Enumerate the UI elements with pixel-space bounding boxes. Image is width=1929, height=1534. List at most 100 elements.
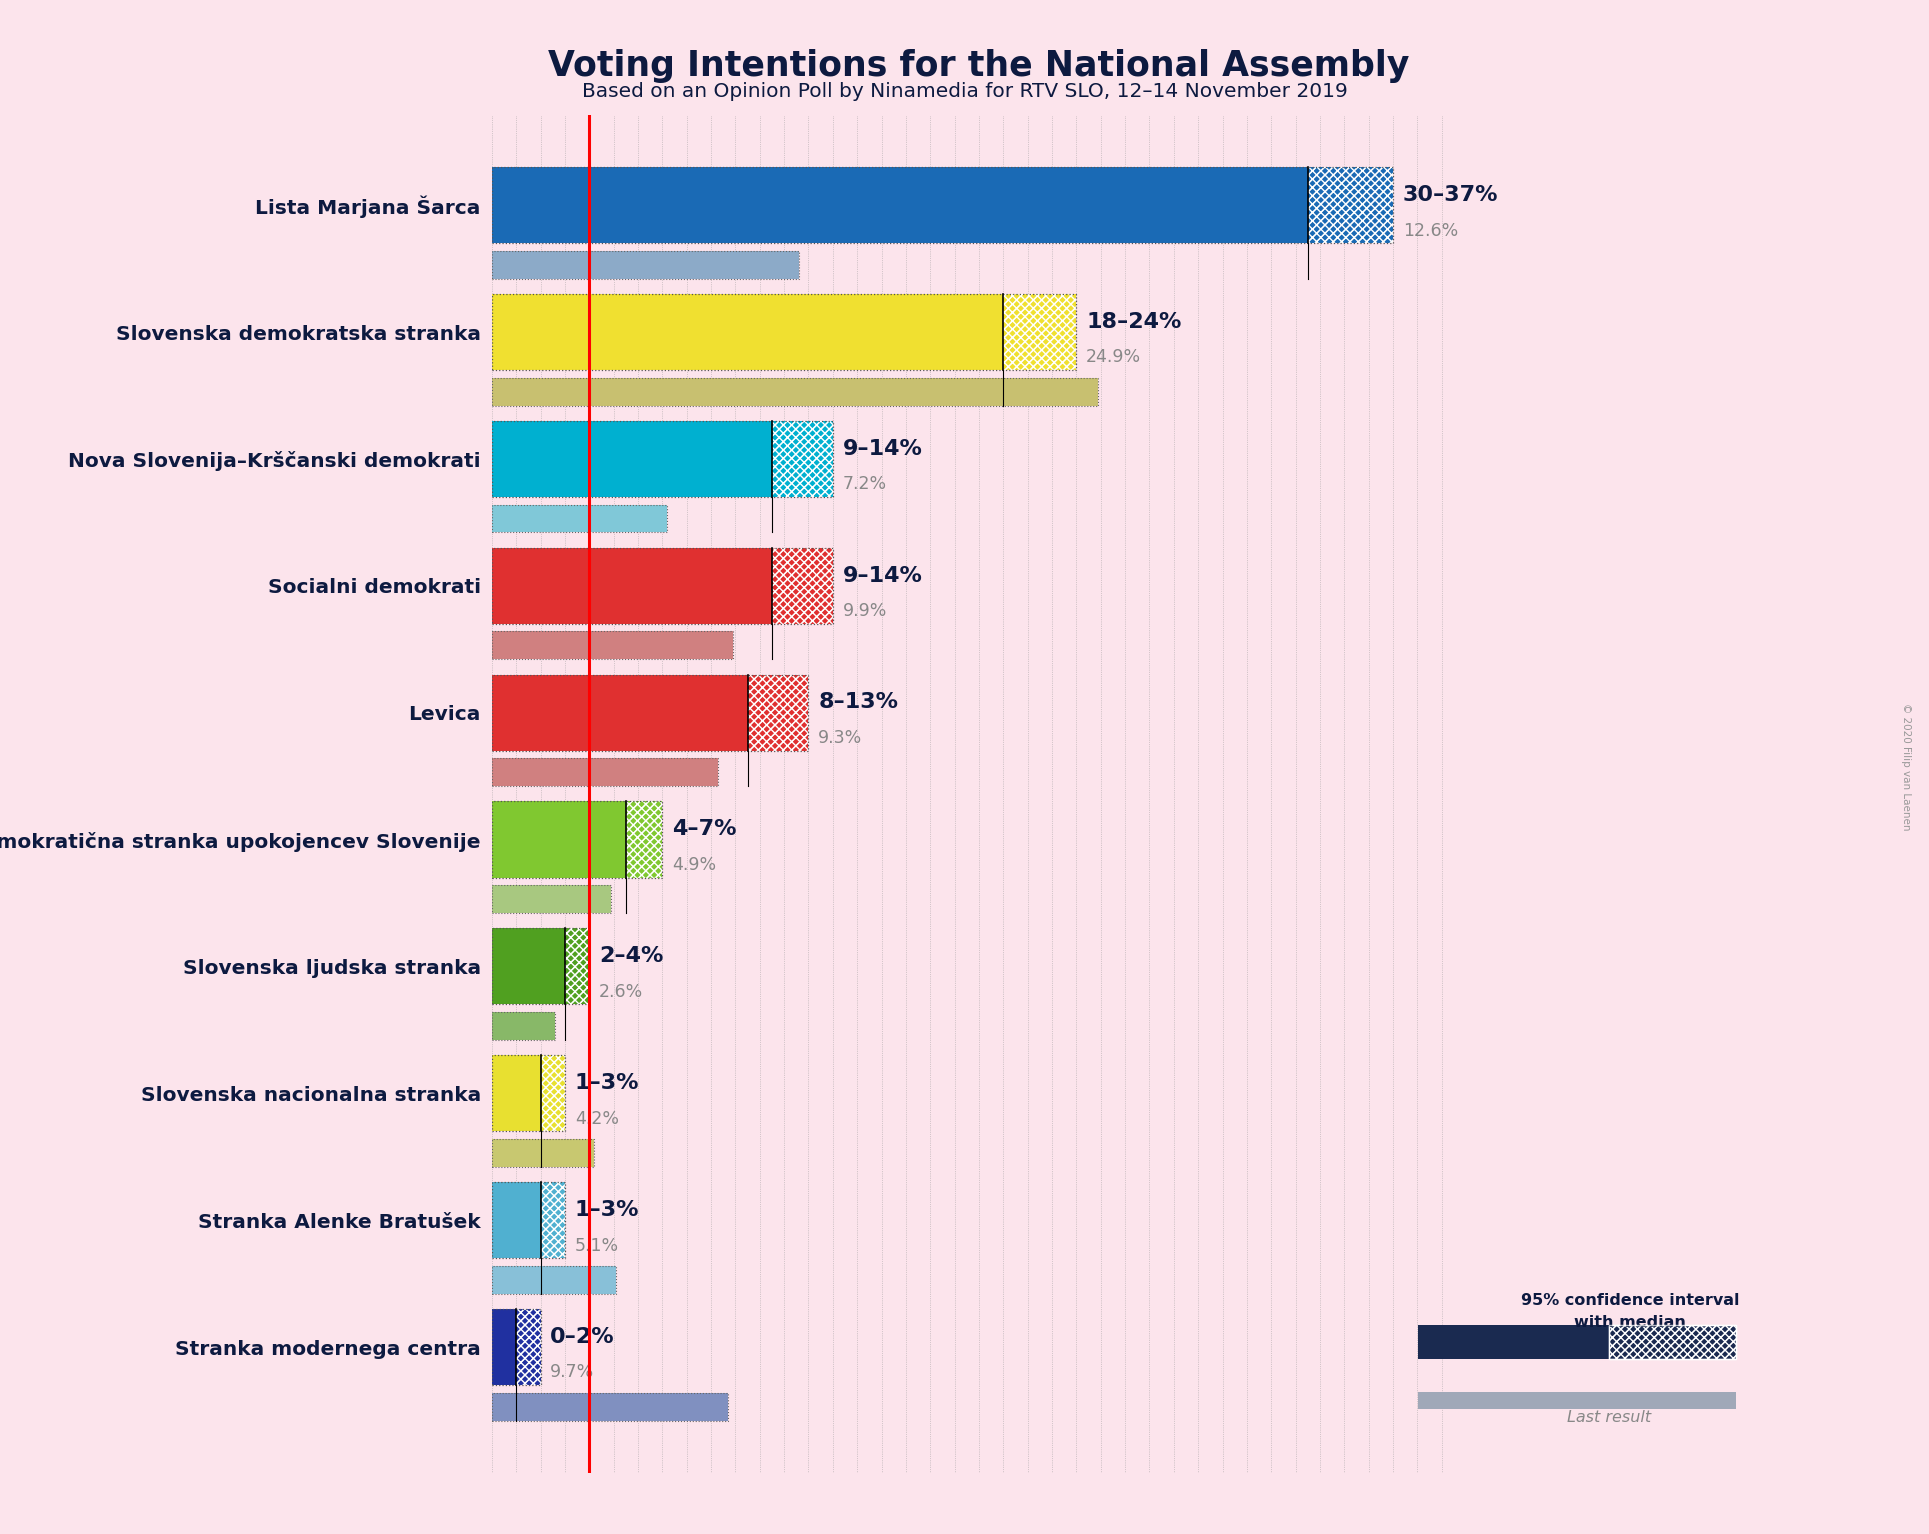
Bar [1418,1393,1736,1408]
Text: 9–14%: 9–14% [843,566,922,586]
Bar [492,505,667,532]
Text: 4–7%: 4–7% [671,819,737,839]
Bar [492,885,611,913]
Text: 9.7%: 9.7% [550,1364,594,1382]
Bar [492,167,1393,244]
Bar [492,632,733,660]
Text: © 2020 Filip van Laenen: © 2020 Filip van Laenen [1900,703,1912,831]
Bar [492,801,625,877]
Text: 1–3%: 1–3% [575,1200,638,1220]
Bar [492,1309,517,1385]
Bar [540,1183,565,1258]
Bar [492,377,1098,405]
Bar [492,420,833,497]
Text: 18–24%: 18–24% [1086,311,1181,331]
Text: 9.3%: 9.3% [818,729,862,747]
Bar [625,801,662,877]
Bar [748,675,808,750]
Text: Last result: Last result [1566,1410,1651,1425]
Text: 12.6%: 12.6% [1402,221,1458,239]
Bar [1003,295,1076,370]
Bar [540,1183,565,1258]
Bar [1609,1325,1736,1359]
Text: 9–14%: 9–14% [843,439,922,459]
Bar [1003,295,1076,370]
Bar [492,1266,615,1293]
Bar [540,1183,565,1258]
Text: 5.1%: 5.1% [575,1236,619,1255]
Bar [1308,167,1393,244]
Bar [492,1012,556,1040]
Bar [492,1055,540,1132]
Bar [1308,167,1393,244]
Bar [540,1055,565,1132]
Text: 24.9%: 24.9% [1086,348,1142,367]
Bar [492,167,1308,244]
Bar [1418,1325,1609,1359]
Bar [748,675,808,750]
Bar [772,420,833,497]
Bar [492,1183,565,1258]
Bar [492,548,772,624]
Text: 2.6%: 2.6% [600,983,642,1000]
Bar [492,928,565,1005]
Bar [492,675,748,750]
Bar [492,1183,540,1258]
Bar [492,250,799,279]
Bar [517,1309,540,1385]
Bar [565,928,590,1005]
Bar [492,1266,615,1293]
Bar [492,801,662,877]
Bar [625,801,662,877]
Text: Based on an Opinion Poll by Ninamedia for RTV SLO, 12–14 November 2019: Based on an Opinion Poll by Ninamedia fo… [583,81,1346,101]
Bar [540,1055,565,1132]
Bar [772,548,833,624]
Bar [540,1055,565,1132]
Bar [492,295,1003,370]
Bar [565,928,590,1005]
Bar [772,548,833,624]
Bar [492,1012,556,1040]
Bar [1609,1325,1736,1359]
Bar [492,758,718,787]
Bar [1003,295,1076,370]
Bar [748,675,808,750]
Bar [492,675,808,750]
Bar [492,1393,727,1420]
Bar [492,295,1076,370]
Bar [492,1309,540,1385]
Bar [517,1309,540,1385]
Bar [492,250,799,279]
Bar [517,1309,540,1385]
Text: 0–2%: 0–2% [550,1327,615,1347]
Bar [492,377,1098,405]
Bar [492,758,718,787]
Text: 2–4%: 2–4% [600,946,664,966]
Text: 1–3%: 1–3% [575,1074,638,1094]
Bar [1308,167,1393,244]
Bar [492,420,772,497]
Bar [492,632,733,660]
Bar [492,885,611,913]
Bar [492,1393,727,1420]
Bar [492,928,590,1005]
Bar [492,548,833,624]
Bar [565,928,590,1005]
Bar [492,1138,594,1167]
Bar [492,1055,565,1132]
Bar [772,548,833,624]
Text: 30–37%: 30–37% [1402,186,1499,206]
Text: 4.2%: 4.2% [575,1109,619,1127]
Text: 95% confidence interval: 95% confidence interval [1520,1293,1740,1309]
Bar [492,1138,594,1167]
Text: 9.9%: 9.9% [843,603,887,620]
Text: 8–13%: 8–13% [818,692,899,712]
Bar [492,505,667,532]
Text: 4.9%: 4.9% [671,856,716,874]
Bar [772,420,833,497]
Text: 7.2%: 7.2% [843,476,887,494]
Bar [772,420,833,497]
Text: with median: with median [1574,1315,1686,1330]
Title: Voting Intentions for the National Assembly: Voting Intentions for the National Assem… [548,49,1410,83]
Bar [625,801,662,877]
